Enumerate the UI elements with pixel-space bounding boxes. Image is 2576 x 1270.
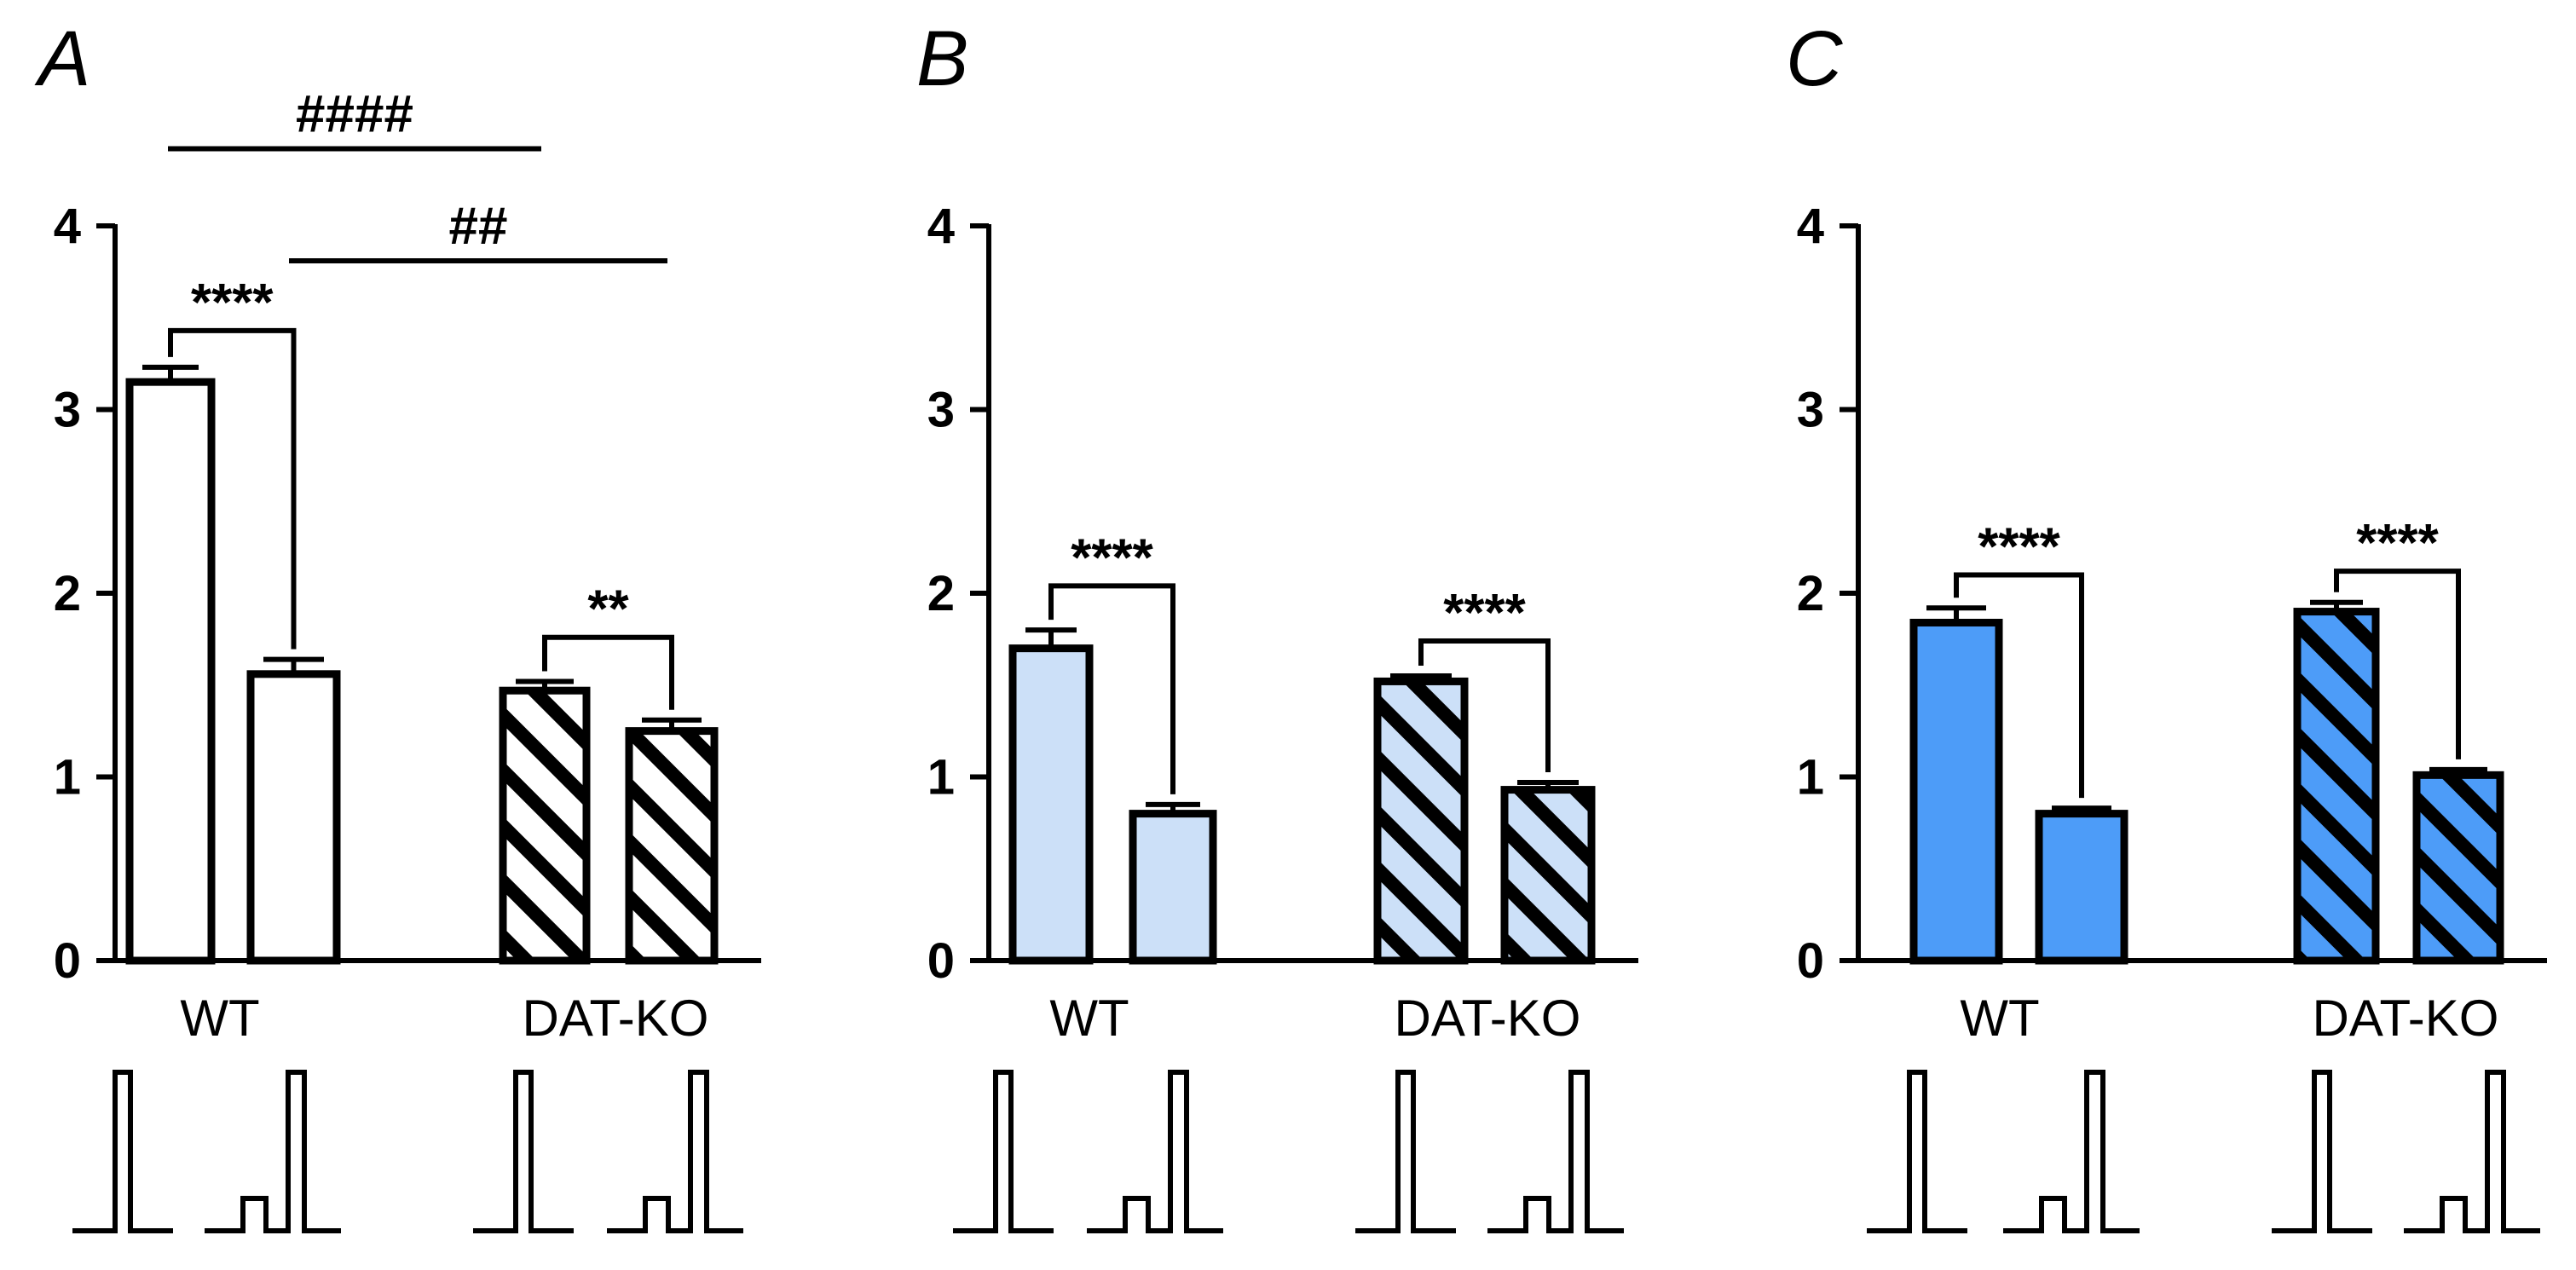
y-tick-label: 4 bbox=[927, 199, 955, 254]
panel-C: C 0 1 2 3 4 **** **** WT DAT-KO bbox=[1786, 15, 2547, 1233]
bar-dat-ko-prepulse bbox=[2412, 771, 2504, 965]
panel-letter: A bbox=[34, 15, 90, 102]
y-tick-label: 4 bbox=[1797, 199, 1824, 254]
stimulus-prepulse-pulse bbox=[2003, 1070, 2140, 1233]
y-tick-label: 2 bbox=[927, 566, 955, 621]
y-tick-label: 0 bbox=[1797, 933, 1824, 989]
y-tick-label: 1 bbox=[927, 750, 955, 805]
significance-bracket bbox=[1048, 583, 1175, 794]
y-tick-label: 2 bbox=[1797, 566, 1824, 621]
y-tick-label: 3 bbox=[927, 383, 955, 438]
y-tick-label: 1 bbox=[1797, 750, 1824, 805]
stimulus-single-pulse bbox=[1867, 1070, 1967, 1233]
bar-wt-prepulse bbox=[1129, 810, 1217, 965]
significance-label: **** bbox=[1071, 528, 1153, 587]
significance-label: **** bbox=[1443, 584, 1526, 643]
bar-wt-pulse bbox=[1909, 618, 2003, 965]
y-tick-label: 4 bbox=[54, 199, 81, 254]
significance-label: **** bbox=[191, 274, 274, 332]
bar-wt-prepulse bbox=[2035, 810, 2128, 965]
stimulus-prepulse-pulse bbox=[205, 1070, 341, 1233]
stimulus-single-pulse bbox=[953, 1070, 1054, 1233]
bar-wt-pulse bbox=[125, 378, 216, 965]
group-label-dat-ko: DAT-KO bbox=[2313, 990, 2499, 1047]
significance-label: **** bbox=[2356, 514, 2439, 573]
bar-wt-prepulse bbox=[246, 670, 341, 965]
stimulus-single-pulse bbox=[473, 1070, 574, 1233]
bar-dat-ko-pulse bbox=[1373, 677, 1469, 965]
y-tick-label: 3 bbox=[1797, 383, 1824, 438]
stimulus-single-pulse bbox=[2272, 1070, 2372, 1233]
significance-label: ** bbox=[587, 580, 629, 639]
group-label-dat-ko: DAT-KO bbox=[523, 990, 709, 1047]
stimulus-prepulse-pulse bbox=[1087, 1070, 1223, 1233]
group-comparison-label: #### bbox=[296, 84, 413, 143]
group-label-wt: WT bbox=[180, 990, 259, 1047]
panel-letter: C bbox=[1786, 15, 1843, 102]
bar-dat-ko-prepulse bbox=[625, 727, 719, 965]
significance-bracket bbox=[542, 634, 674, 710]
y-tick-label: 3 bbox=[54, 383, 81, 438]
stimulus-prepulse-pulse bbox=[2404, 1070, 2540, 1233]
y-tick-label: 0 bbox=[927, 933, 955, 989]
significance-bracket bbox=[1418, 638, 1551, 772]
significance-label: **** bbox=[1978, 517, 2060, 576]
group-label-wt: WT bbox=[1960, 990, 2039, 1047]
bar-dat-ko-prepulse bbox=[1500, 786, 1596, 965]
group-label-wt: WT bbox=[1049, 990, 1129, 1047]
panel-B: B 0 1 2 3 4 **** **** WT DAT-KO bbox=[916, 15, 1638, 1233]
group-label-dat-ko: DAT-KO bbox=[1395, 990, 1581, 1047]
y-tick-label: 1 bbox=[54, 750, 81, 805]
stimulus-single-pulse bbox=[1355, 1070, 1456, 1233]
bar-dat-ko-pulse bbox=[499, 686, 591, 965]
stimulus-prepulse-pulse bbox=[607, 1070, 743, 1233]
stimulus-prepulse-pulse bbox=[1487, 1070, 1624, 1233]
panel-letter: B bbox=[916, 15, 968, 102]
bar-dat-ko-pulse bbox=[2293, 608, 2380, 965]
y-tick-label: 0 bbox=[54, 933, 81, 989]
significance-bracket bbox=[1954, 572, 2084, 799]
significance-bracket bbox=[2334, 569, 2461, 759]
significance-bracket bbox=[168, 327, 297, 649]
bar-wt-pulse bbox=[1008, 644, 1094, 965]
stimulus-single-pulse bbox=[72, 1070, 173, 1233]
y-tick-label: 2 bbox=[54, 566, 81, 621]
group-comparison-label: ## bbox=[449, 197, 508, 256]
